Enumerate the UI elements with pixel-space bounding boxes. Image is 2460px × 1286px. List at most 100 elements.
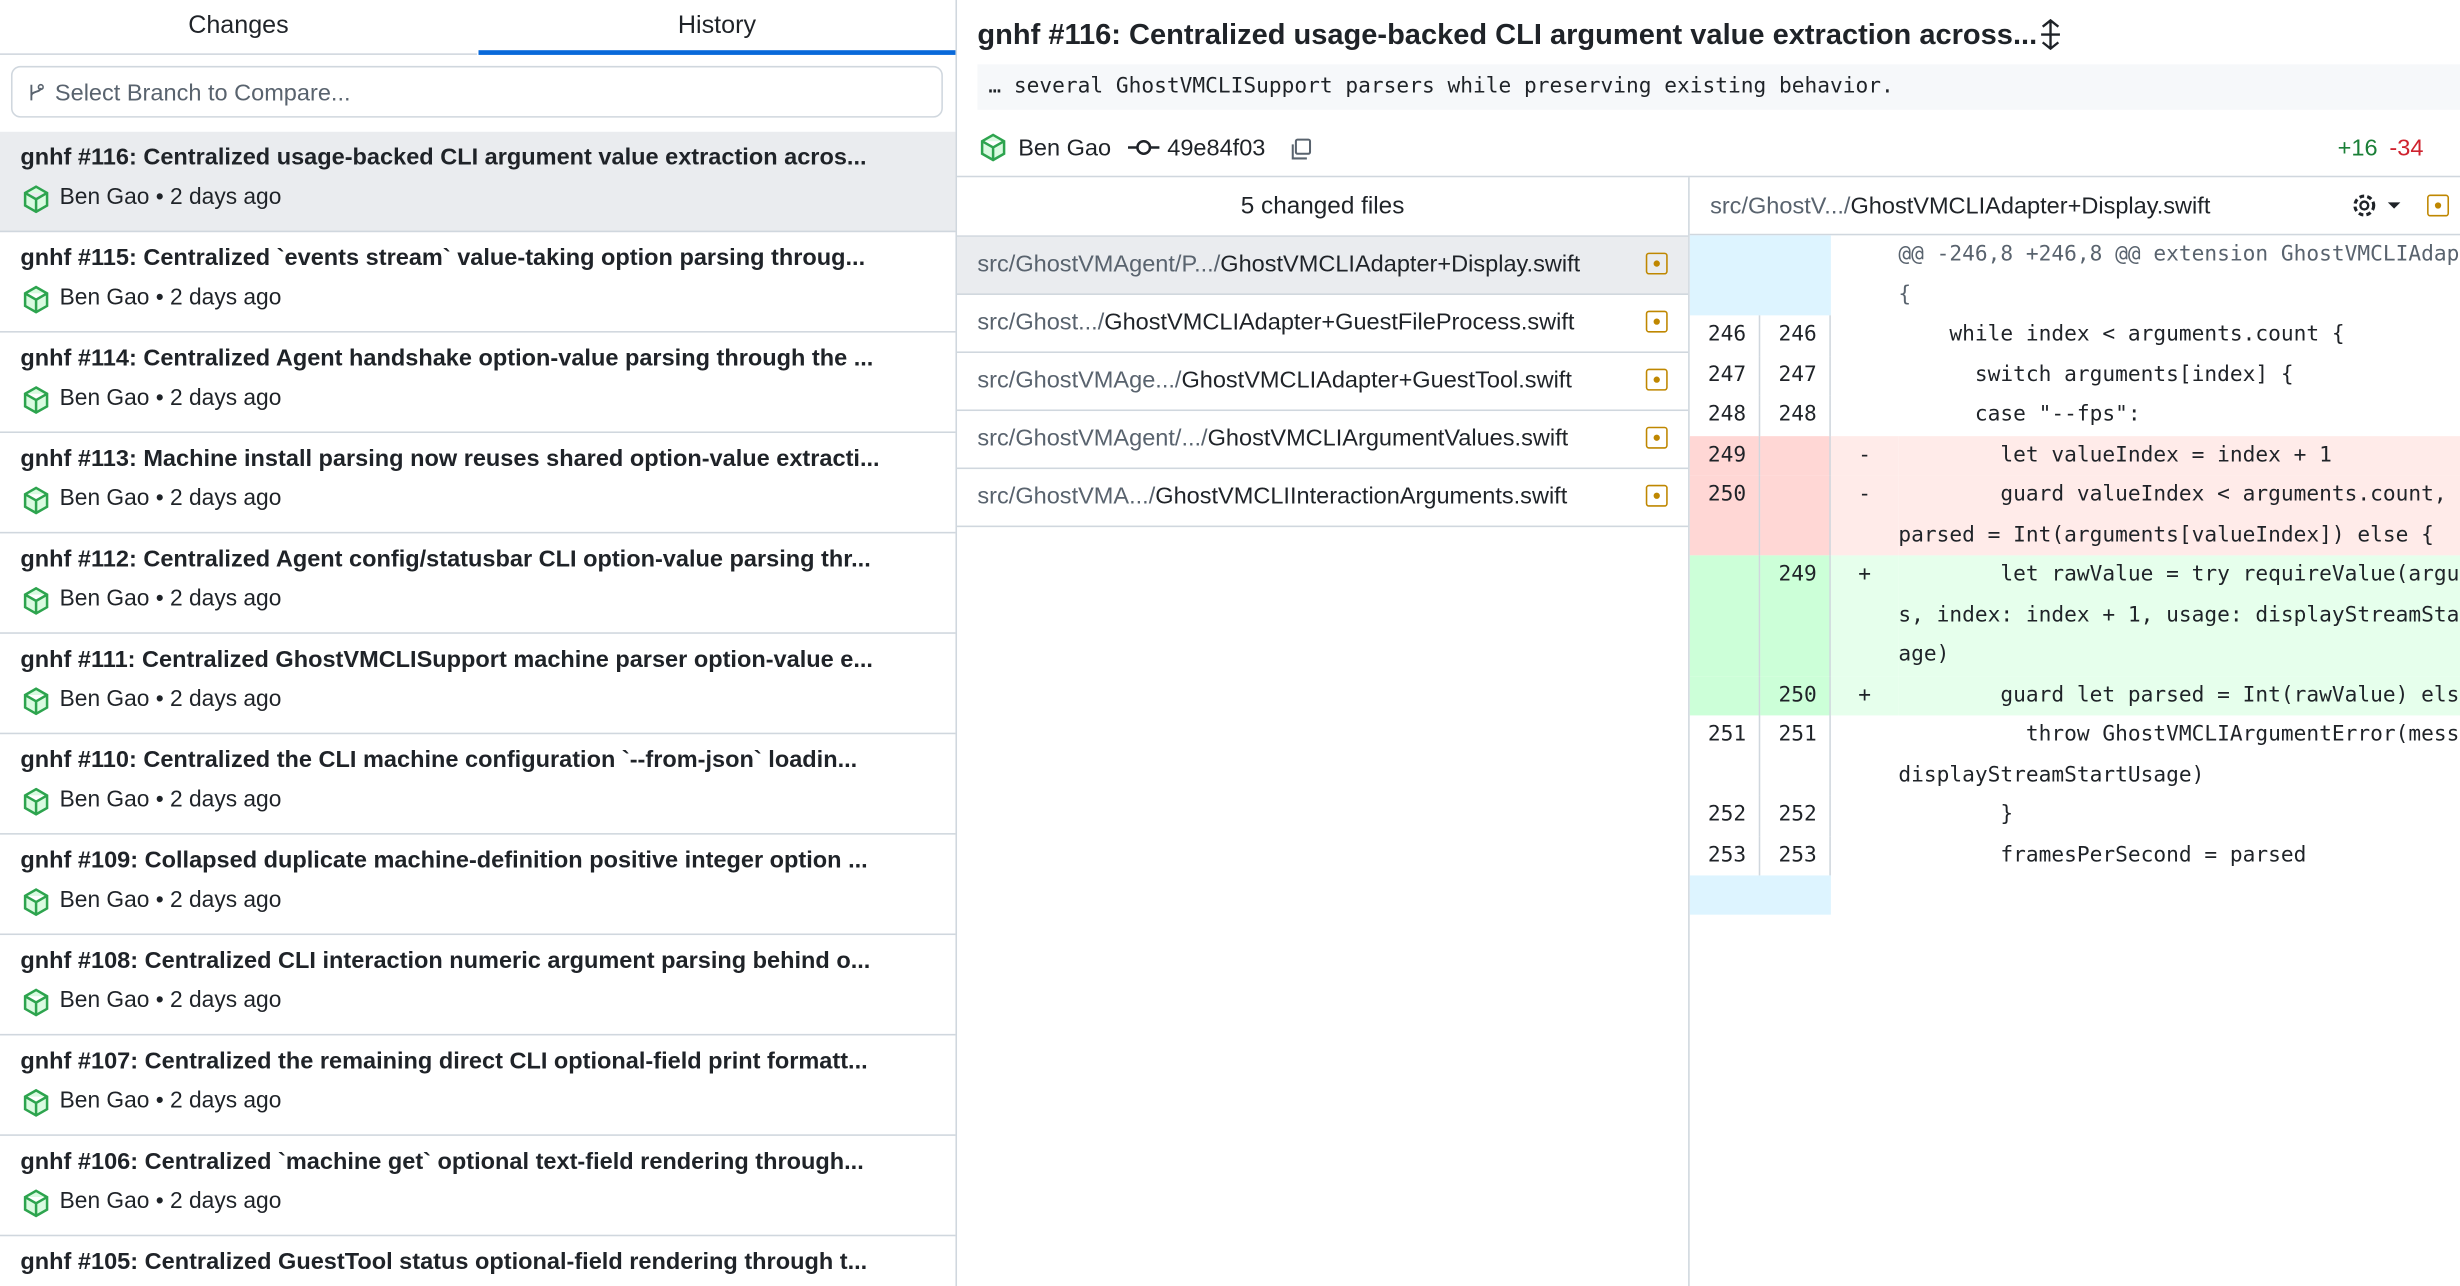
file-count: 5 changed files <box>957 177 1689 237</box>
commit-title: gnhf #112: Centralized Agent config/stat… <box>20 545 871 573</box>
avatar-wrap <box>22 988 50 1023</box>
old-line-number: 249 <box>1689 435 1761 476</box>
separator: • <box>149 988 171 1014</box>
tab-active[interactable]: History <box>478 0 956 55</box>
avatar <box>23 787 49 816</box>
commit-meta: Ben Gao • 2 days ago <box>60 788 282 813</box>
separator: • <box>149 1189 171 1215</box>
file-item[interactable]: src/GhostVMAgent/.../GhostVMCLIArgumentV… <box>957 411 1689 470</box>
avatar-wrap <box>22 185 50 220</box>
new-line-number: 253 <box>1760 835 1831 876</box>
diff-line: 249 + let rawValue = try requireValue(arg… <box>1689 555 2460 676</box>
commit-item[interactable]: gnhf #105: Centralized GuestTool status … <box>0 1236 955 1286</box>
new-line-number: 247 <box>1760 355 1831 396</box>
avatar <box>23 1189 49 1218</box>
avatar <box>23 988 49 1017</box>
file-dir: src/GhostVMAgent/.../ <box>977 425 1208 452</box>
file-name: GhostVMCLIArgumentValues.swift <box>1207 425 1569 452</box>
commit-author: Ben Gao <box>59 787 150 813</box>
diff-line: 250- guard valueIndex < arguments.count,… <box>1689 475 2460 556</box>
commit-item[interactable]: gnhf #115: Centralized `events stream` v… <box>0 232 956 333</box>
code: guard let parsed = Int(rawValue) else { <box>1898 675 2460 716</box>
old-line-number: 246 <box>1690 315 1761 356</box>
commit-item[interactable]: gnhf #114: Centralized Agent handshake o… <box>0 333 956 434</box>
commit-meta: Ben Gao • 2 days ago <box>60 486 282 511</box>
commit-title: gnhf #114: Centralized Agent handshake o… <box>20 345 874 372</box>
file-status <box>1645 252 1668 275</box>
commit-time: 2 days ago <box>170 1088 282 1114</box>
commit-meta: Ben Gao • 2 days ago <box>60 988 282 1013</box>
code: let valueIndex = index + 1 <box>1898 435 2460 476</box>
separator: • <box>149 285 171 311</box>
separator: • <box>149 486 171 512</box>
old-line-number: 250 <box>1689 475 1761 556</box>
settings-icon[interactable] <box>2349 190 2412 221</box>
new-line-number <box>1760 475 1831 556</box>
commit-item[interactable]: gnhf #110: Centralized the CLI machine c… <box>0 734 956 835</box>
commit-author: Ben Gao <box>59 385 150 412</box>
diff-sign <box>1831 395 1898 435</box>
commit-item[interactable]: gnhf #109: Collapsed duplicate machine-d… <box>0 835 956 936</box>
commit-time: 2 days ago <box>170 385 282 412</box>
separator: • <box>149 687 171 713</box>
diff-path-name: GhostVMCLIAdapter+Display.swift <box>1850 192 2211 220</box>
copy-icon[interactable] <box>1290 138 1312 160</box>
hunk-gutter <box>1689 235 1831 316</box>
file-dir: src/GhostVMAge.../ <box>977 367 1182 394</box>
file-item[interactable]: src/GhostVMAge.../GhostVMCLIAdapter+Gues… <box>957 353 1689 412</box>
commit-author: Ben Gao <box>59 687 150 713</box>
file-item[interactable]: src/GhostVMA.../GhostVMCLIInteractionArg… <box>957 469 1689 528</box>
tab[interactable]: Changes <box>0 0 477 55</box>
old-line-number <box>1689 555 1761 676</box>
commit-time: 2 days ago <box>170 687 282 713</box>
avatar-wrap <box>22 687 50 722</box>
diff-sign <box>1831 715 1898 795</box>
commit-header: gnhf #116: Centralized usage-backed CLI … <box>957 0 2460 178</box>
code: let rawValue = try requireValue(argument… <box>1898 555 2460 676</box>
branch-select[interactable]: Select Branch to Compare... <box>10 65 943 118</box>
avatar-wrap <box>22 486 50 521</box>
file-item[interactable]: src/GhostVMAgent/P.../GhostVMCLIAdapter+… <box>957 236 1689 295</box>
new-line-number: 252 <box>1760 795 1831 836</box>
diff-header: src/GhostV.../GhostVMCLIAdapter+Display.… <box>1689 177 2460 236</box>
commit-author: Ben Gao <box>59 887 150 914</box>
file-name: GhostVMCLIAdapter+GuestTool.swift <box>1181 367 1572 394</box>
commit-item[interactable]: gnhf #107: Centralized the remaining dir… <box>0 1035 956 1136</box>
avatar <box>23 687 49 716</box>
commit-title: gnhf #107: Centralized the remaining dir… <box>20 1048 868 1075</box>
commit-item[interactable]: gnhf #116: Centralized usage-backed CLI … <box>0 131 956 233</box>
avatar <box>23 1088 49 1117</box>
expand-icon[interactable] <box>2036 18 2064 51</box>
separator: • <box>149 1088 171 1114</box>
avatar-wrap <box>22 1189 50 1224</box>
file-name: GhostVMCLIAdapter+GuestFileProcess.swift <box>1104 309 1575 336</box>
commit-item[interactable]: gnhf #106: Centralized `machine get` opt… <box>0 1136 956 1237</box>
avatar <box>23 486 49 515</box>
file-status <box>1645 310 1668 333</box>
hunk-gutter[interactable] <box>1689 875 1831 915</box>
diff-body: @@ -246,8 +246,8 @@ extension GhostVMCLI… <box>1689 235 2460 915</box>
commit-item[interactable]: gnhf #111: Centralized GhostVMCLISupport… <box>0 634 956 735</box>
avatar <box>23 185 49 214</box>
commit-title: gnhf #106: Centralized `machine get` opt… <box>20 1148 864 1176</box>
diff-sign: + <box>1830 555 1899 676</box>
deletions: -34 <box>2389 134 2424 162</box>
commit-item[interactable]: gnhf #113: Machine install parsing now r… <box>0 433 956 534</box>
commit-meta: Ben Gao • 2 days ago <box>60 185 282 210</box>
commit-title: gnhf #113: Machine install parsing now r… <box>20 445 880 473</box>
commit-item[interactable]: gnhf #112: Centralized Agent config/stat… <box>0 533 956 634</box>
commit-author: Ben Gao <box>1018 134 1112 162</box>
commit-item[interactable]: gnhf #108: Centralized CLI interaction n… <box>0 935 956 1036</box>
separator: • <box>149 887 171 914</box>
new-line-number: 246 <box>1760 315 1831 356</box>
diff-line: 247 247 switch arguments[index] { <box>1690 355 2460 396</box>
file-item[interactable]: src/Ghost.../GhostVMCLIAdapter+GuestFile… <box>957 295 1689 353</box>
diff-path-dir: src/GhostV.../ <box>1710 192 1851 220</box>
new-line-number: 250 <box>1760 675 1831 716</box>
commit-list: gnhf #116: Centralized usage-backed CLI … <box>0 131 956 1286</box>
commit-title: gnhf #116: Centralized usage-backed CLI … <box>20 144 867 172</box>
file-items: src/GhostVMAgent/P.../GhostVMCLIAdapter+… <box>957 236 1689 528</box>
commit-time: 2 days ago <box>170 988 282 1014</box>
commit-meta: Ben Gao • 2 days ago <box>60 687 282 712</box>
new-line-number: 248 <box>1760 395 1831 436</box>
